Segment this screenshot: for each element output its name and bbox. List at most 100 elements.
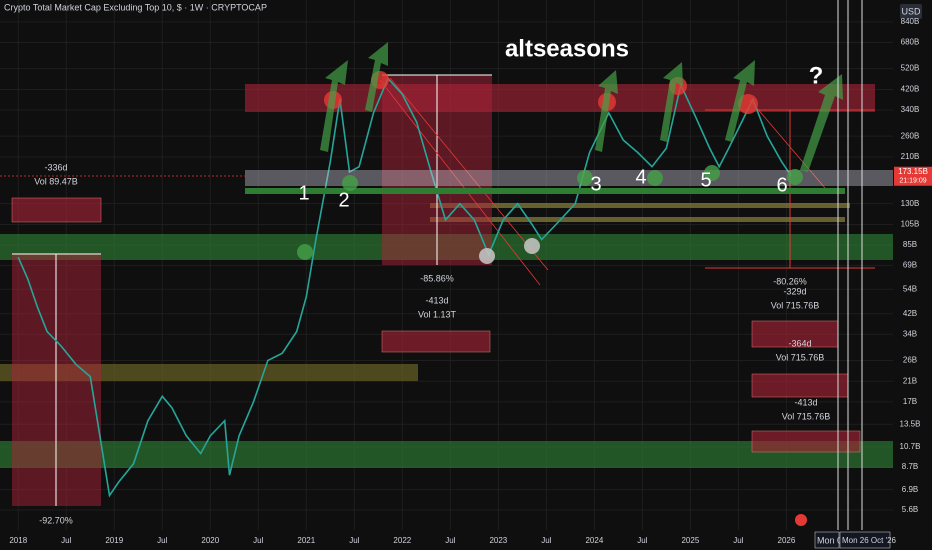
low-marker xyxy=(704,165,720,181)
y-tick-label: 26B xyxy=(903,356,917,365)
y-tick-label: 10.7B xyxy=(900,442,921,451)
annotation: -80.26% xyxy=(773,276,807,286)
last-price-label: 173.15B xyxy=(898,167,928,176)
y-tick-label: 13.5B xyxy=(900,419,921,428)
y-tick-label: 840B xyxy=(901,17,920,26)
annotation: Vol 1.13T xyxy=(418,309,457,319)
y-tick-label: 17B xyxy=(903,397,917,406)
annotation: -92.70% xyxy=(39,515,73,525)
x-tick-label: 2021 xyxy=(297,536,315,545)
annotation: -329d xyxy=(783,286,806,296)
arrow xyxy=(320,60,348,152)
y-tick-label: 8.7B xyxy=(902,462,918,471)
price-line xyxy=(17,77,792,498)
gray-zone xyxy=(245,170,893,186)
event-icon[interactable] xyxy=(795,514,807,526)
olive-zone xyxy=(430,203,850,208)
crosshair-box xyxy=(814,531,840,549)
x-tick-label: Jul xyxy=(445,536,455,545)
annotation: -413d xyxy=(794,397,817,407)
annotation: -364d xyxy=(788,338,811,348)
low-marker xyxy=(479,248,495,264)
olive-zone xyxy=(430,217,845,222)
low-marker xyxy=(524,238,540,254)
x-tick-label: Jul xyxy=(157,536,167,545)
range-box xyxy=(751,373,849,398)
x-tick-label: Jul xyxy=(733,536,743,545)
x-tick-label: Jul xyxy=(541,536,551,545)
time-axis xyxy=(0,530,932,550)
range-box xyxy=(11,197,102,223)
arrow xyxy=(365,42,388,112)
x-tick-label: 2026 xyxy=(778,536,796,545)
arrow xyxy=(660,62,683,142)
currency-label: USD xyxy=(901,6,921,16)
y-tick-label: 5.6B xyxy=(902,505,918,514)
peak-marker xyxy=(738,94,758,114)
low-marker xyxy=(297,244,313,260)
annotation: Vol 89.47B xyxy=(34,176,78,186)
x-tick-label: Jul xyxy=(61,536,71,545)
crosshair-label: Mon 26 Oct '26 xyxy=(842,536,897,545)
y-tick-label: 54B xyxy=(903,284,917,293)
y-tick-label: 42B xyxy=(903,309,917,318)
arrow xyxy=(800,74,843,172)
y-tick-label: 6.9B xyxy=(902,485,918,494)
range-box xyxy=(381,330,491,353)
y-tick-label: 69B xyxy=(903,260,917,269)
x-tick-label: 2024 xyxy=(585,536,603,545)
annotation: 2 xyxy=(338,189,349,211)
x-tick-label: Jul xyxy=(349,536,359,545)
x-tick-label: 2020 xyxy=(201,536,219,545)
olive-zone xyxy=(0,364,418,381)
annotation: -85.86% xyxy=(420,273,454,283)
y-tick-label: 210B xyxy=(901,152,920,161)
low-marker xyxy=(787,169,803,185)
annotation: 6 xyxy=(776,174,787,196)
y-tick-label: 21B xyxy=(903,376,917,385)
x-tick-label: 2019 xyxy=(105,536,123,545)
annotation: 3 xyxy=(590,173,601,195)
annotation: -413d xyxy=(425,295,448,305)
x-tick-label: Jul xyxy=(253,536,263,545)
low-marker xyxy=(647,170,663,186)
trend-line xyxy=(389,77,549,271)
green-line-zone xyxy=(245,188,845,194)
y-tick-label: 260B xyxy=(901,131,920,140)
x-tick-label: 2018 xyxy=(9,536,27,545)
y-tick-label: 680B xyxy=(901,38,920,47)
axes: 5.6B 6.9B 8.7B 10.7B 13.5B 17B 21B 26B 34B 42B 54B… xyxy=(9,17,932,545)
annotation: ? xyxy=(809,62,824,89)
chart-title: Crypto Total Market Cap Excluding Top 10… xyxy=(4,2,267,12)
arrow xyxy=(725,60,755,142)
x-tick-label: 2023 xyxy=(489,536,507,545)
resistance-zone xyxy=(245,84,875,112)
y-tick-label: 130B xyxy=(901,199,920,208)
low-marker xyxy=(342,175,358,191)
price-axis xyxy=(893,0,932,550)
y-tick-label: 34B xyxy=(903,329,917,338)
y-tick-label: 420B xyxy=(901,85,920,94)
low-marker xyxy=(577,170,593,186)
crosshair-box xyxy=(839,531,891,549)
annotation: 4 xyxy=(635,166,646,188)
range-box xyxy=(751,430,861,453)
y-tick-label: 520B xyxy=(901,64,920,73)
y-tick-label: 340B xyxy=(901,105,920,114)
annotation: 1 xyxy=(298,182,309,204)
annotation: Vol 715.76B xyxy=(771,300,820,310)
crosshair-label: Mon 0: xyxy=(817,535,845,545)
y-tick-label: 105B xyxy=(901,220,920,229)
currency-button[interactable] xyxy=(900,4,922,19)
arrow xyxy=(595,70,618,152)
y-tick-label: 85B xyxy=(903,240,917,249)
annotation: altseasons xyxy=(505,35,629,62)
support-zone xyxy=(0,441,893,468)
x-tick-label: 2022 xyxy=(393,536,411,545)
zones xyxy=(0,74,893,506)
plot xyxy=(17,77,792,498)
x-tick-label: 2025 xyxy=(681,536,699,545)
trend-line xyxy=(749,99,826,189)
trend-line xyxy=(379,79,541,286)
